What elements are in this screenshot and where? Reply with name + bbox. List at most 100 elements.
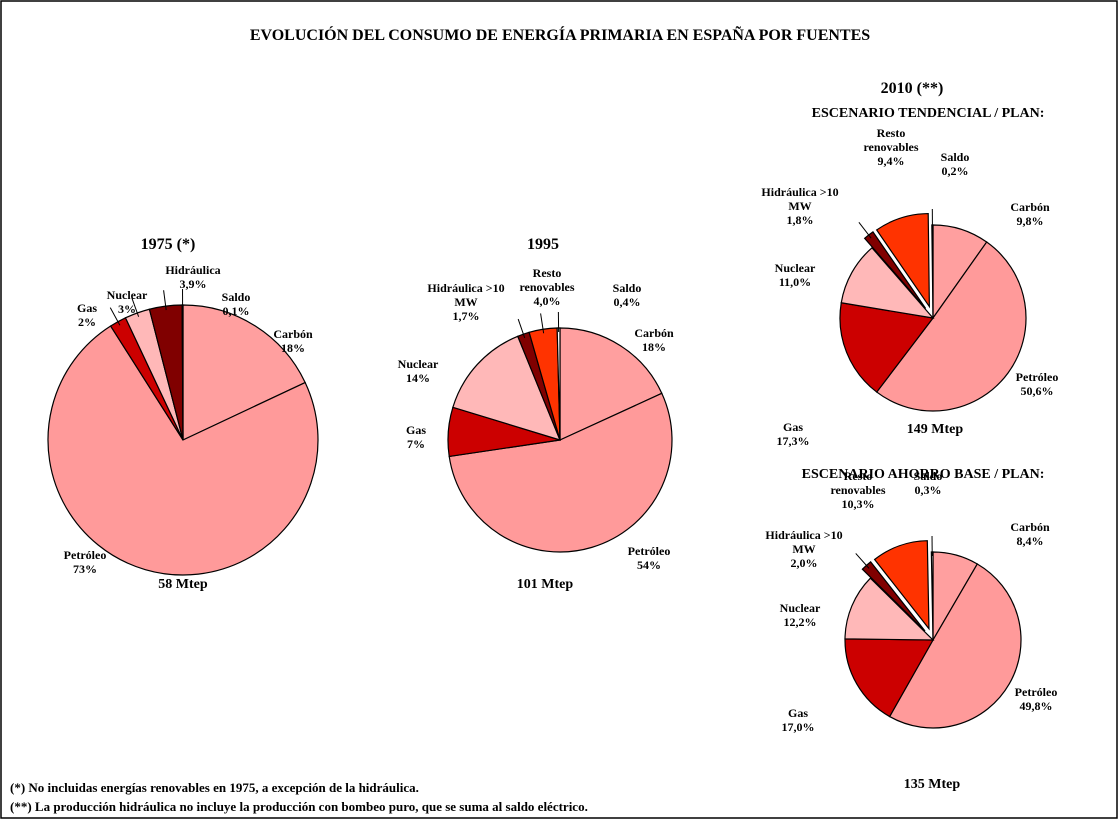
slice-category: Gas [787,706,808,720]
slice-label: Gas 2% [77,301,97,329]
slice-value: 18% [642,340,666,354]
slice-label: Gas 17,3% [777,420,810,448]
slice-category: Carbón [1010,520,1050,534]
slice-label: Saldo 0,3% [914,469,943,497]
slice-value: 54% [636,558,661,572]
slice-value: 12,2% [783,615,817,629]
slice-label: Resto renovables 10,3% [824,469,892,511]
slice-label: Petróleo 54% [628,544,671,572]
slice-category: Saldo [913,469,943,483]
slice-category: Carbón [634,326,674,340]
pie-slice [875,241,1027,412]
leader-line [517,318,526,339]
slice-category: Resto renovables [863,126,919,154]
slice-category: Hidráulica >10 MW [765,528,843,556]
slice-category: Resto renovables [830,469,886,497]
slice-value: 0,2% [941,164,969,178]
slice-value: 73% [72,562,97,576]
pie-slice [452,335,562,441]
slice-label: Resto renovables 9,4% [857,126,925,168]
slice-label: Hidráulica >10 MW 2,0% [759,528,849,570]
pie-slice [844,638,935,718]
slice-category: Carbón [273,327,313,341]
slice-value: 1,7% [452,309,480,323]
slice-label: Nuclear 14% [398,357,439,385]
pie-total: 58 Mtep [158,577,208,592]
pie-slice [888,563,1022,729]
slice-value: 11,0% [778,275,812,289]
slice-label: Nuclear 12,2% [780,601,821,629]
pie-slice [875,212,930,309]
slice-label: Petróleo 73% [64,548,107,576]
slice-label: Resto renovables 4,0% [513,266,581,308]
pie-title: ESCENARIO AHORRO BASE / PLAN: [801,467,1045,482]
slice-value: 17,3% [776,434,810,448]
pie-total: 101 Mtep [516,577,574,592]
footnote: (**) La producción hidráulica no incluye… [10,799,588,814]
pie-title: ESCENARIO TENDENCIAL / PLAN: [811,106,1045,121]
pie-slice [181,304,184,441]
slice-label: Hidráulica >10 MW 1,8% [755,185,845,227]
slice-category: Nuclear [774,261,816,275]
slice-value: 10,3% [841,497,875,511]
leader-line [855,553,870,569]
leader-line [540,313,545,334]
slice-label: Hidráulica 3,9% [165,263,220,291]
slice-label: Carbón 18% [634,326,673,354]
slice-value: 18% [281,341,305,355]
slice-value: 7% [406,437,425,451]
slice-label: Saldo 0,2% [941,150,970,178]
slice-value: 3% [118,302,136,316]
slice-value: 0,1% [222,304,250,318]
slice-category: Resto renovables [519,266,575,294]
group-title: 2010 (**) [880,80,944,97]
pie-title: 1995 [527,236,559,253]
slice-category: Nuclear [397,357,439,371]
slice-value: 50,6% [1020,384,1054,398]
slice-category: Petróleo [63,548,107,562]
pie-slice [839,302,935,393]
pie-slice [844,577,935,641]
slice-category: Petróleo [1014,685,1058,699]
pie-slice [182,304,306,441]
slice-label: Gas 17,0% [782,706,815,734]
slice-label: Petróleo 49,8% [1015,685,1058,713]
pie-slice [47,325,319,576]
slice-category: Saldo [612,281,642,295]
slice-value: 1,8% [786,213,814,227]
slice-label: Petróleo 50,6% [1016,370,1059,398]
leader-line [858,222,872,239]
slice-value: 0,3% [914,483,942,497]
pie-title: 1975 (*) [140,236,196,253]
slice-value: 2% [77,315,96,329]
slice-category: Petróleo [1015,370,1059,384]
slice-label: Hidráulica >10 MW 1,7% [421,281,511,323]
slice-label: Carbón 18% [273,327,312,355]
pie-total: 149 Mtep [906,422,964,437]
slice-category: Gas [782,420,803,434]
pie-slice [559,327,663,441]
pie-slice [448,392,673,553]
slice-value: 9,8% [1016,214,1044,228]
slice-category: Hidráulica [165,263,221,277]
page-title: EVOLUCIÓN DEL CONSUMO DE ENERGÍA PRIMARI… [249,27,871,44]
pie-total: 135 Mtep [903,777,961,792]
footnote: (*) No incluidas energías renovables en … [10,780,419,795]
slice-value: 3,9% [179,277,207,291]
slice-value: 0,4% [613,295,641,309]
pie-slice [840,246,935,319]
slice-category: Saldo [940,150,970,164]
slice-category: Carbón [1010,200,1050,214]
slice-category: Petróleo [627,544,671,558]
slice-category: Hidráulica >10 MW [427,281,505,309]
slice-label: Gas 7% [406,423,426,451]
pie-slice [873,540,930,631]
slice-value: 4,0% [533,294,561,308]
slice-label: Carbón 8,4% [1010,520,1049,548]
slice-category: Nuclear [106,288,148,302]
slice-value: 9,4% [877,154,905,168]
slice-value: 17,0% [781,720,815,734]
slice-label: Nuclear 3% [107,288,148,316]
